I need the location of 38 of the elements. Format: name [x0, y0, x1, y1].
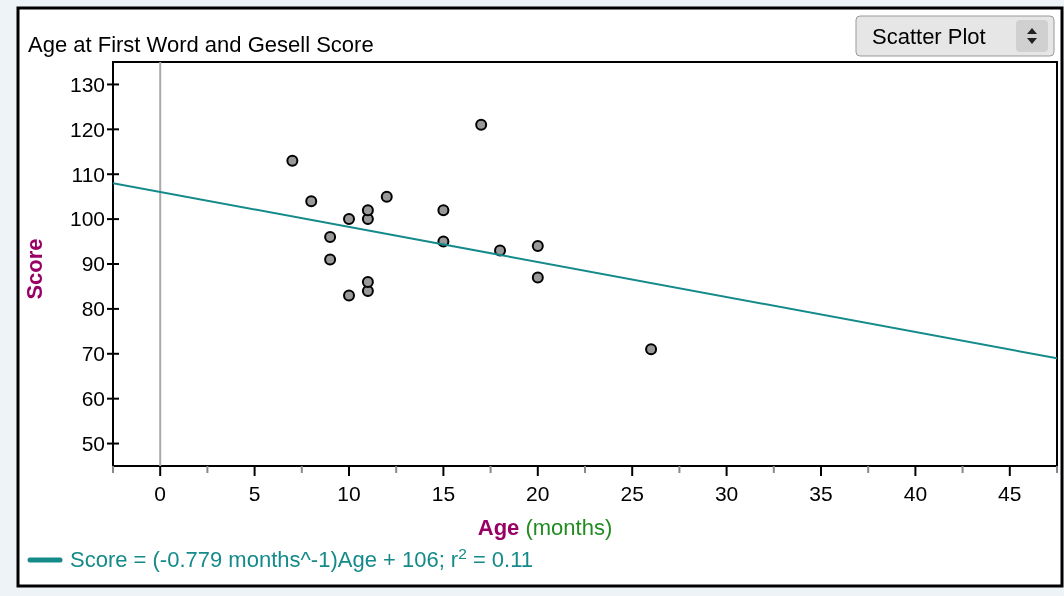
- y-tick-label: 130: [69, 72, 105, 96]
- x-tick-label: 25: [620, 482, 644, 505]
- y-tick-label: 100: [69, 207, 105, 231]
- point: [361, 275, 374, 288]
- dropdown-menu: Scatter Plot: [855, 15, 1055, 57]
- chart-title: Age at First Word and Gesell Score: [28, 32, 374, 57]
- point: [475, 118, 488, 131]
- point: [361, 204, 374, 217]
- y-axis-title: Score: [22, 238, 47, 300]
- y-tick-label: 110: [71, 162, 105, 186]
- legend-label: Score = (-0.779 months^-1)Age + 106; r$^{2}$ = 0.11: [70, 544, 534, 572]
- point: [531, 271, 544, 284]
- x-tick-label: 5: [248, 482, 261, 505]
- point: [286, 154, 299, 167]
- y-tick-label: 120: [69, 117, 105, 141]
- y-tick-label: 80: [81, 297, 105, 321]
- point: [437, 204, 450, 217]
- point: [531, 240, 544, 253]
- point: [645, 343, 658, 356]
- x-tick-label: 20: [526, 482, 550, 505]
- y-tick-label: 50: [81, 431, 105, 455]
- point: [343, 289, 355, 302]
- x-tick-label: 45: [998, 482, 1022, 505]
- point: [324, 253, 337, 266]
- y-tick-label: 60: [81, 387, 105, 411]
- y-tick-label: 90: [81, 252, 105, 276]
- x-tick-label: 40: [903, 482, 928, 505]
- x-tick-label: 10: [337, 482, 361, 505]
- point: [343, 213, 355, 226]
- x-tick-label: 30: [714, 482, 739, 505]
- x-tick-label: 15: [431, 482, 456, 505]
- point: [305, 195, 318, 208]
- y-tick-label: 70: [81, 342, 105, 366]
- point: [324, 231, 337, 244]
- x-tick-label: 35: [809, 482, 833, 505]
- x-tick-label: 0: [154, 482, 167, 505]
- x-axis-title: Age (months): [477, 515, 613, 540]
- point: [380, 190, 393, 203]
